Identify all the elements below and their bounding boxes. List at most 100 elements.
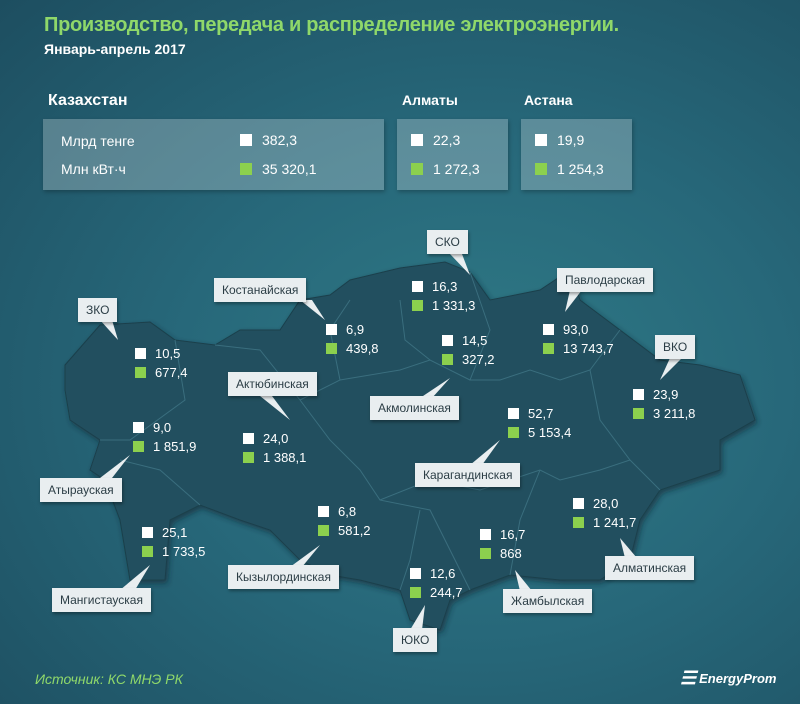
region-values: 12,6 244,7: [410, 564, 463, 602]
money-square: [573, 498, 584, 509]
energy-square: [243, 452, 254, 463]
region-money-value: 14,5: [462, 333, 488, 348]
region-energy-value: 439,8: [346, 341, 379, 356]
region-money-value: 16,7: [500, 527, 526, 542]
money-square: [243, 433, 254, 444]
money-square: [142, 527, 153, 538]
money-square: [135, 348, 146, 359]
region-label: Атырауская: [40, 478, 122, 502]
money-square: [633, 389, 644, 400]
region-values: 14,5 327,2: [442, 331, 495, 369]
kazakhstan-header: Казахстан: [48, 92, 128, 109]
region-energy-value: 13 743,7: [563, 341, 614, 356]
energy-square: [412, 300, 423, 311]
region-energy-value: 5 153,4: [528, 425, 572, 440]
money-square: [133, 422, 144, 433]
energy-square: [318, 525, 329, 536]
region-label: ЮКО: [393, 628, 438, 652]
money-square: [410, 568, 421, 579]
region-label: Жамбылская: [503, 589, 593, 613]
region-money-value: 25,1: [162, 525, 188, 540]
region-values: 10,5 677,4: [135, 344, 188, 382]
region-energy-value: 1 331,3: [432, 298, 476, 313]
region-label: Мангистауская: [52, 588, 151, 612]
almaty-header: Алматы: [402, 92, 458, 108]
almaty-energy-value: 1 272,3: [433, 161, 480, 177]
energy-square: [142, 546, 153, 557]
region-values: 24,0 1 388,1: [243, 429, 306, 467]
region-energy-value: 244,7: [430, 585, 463, 600]
region-energy-value: 868: [500, 546, 522, 561]
region-money-value: 28,0: [593, 496, 619, 511]
energy-square: [543, 343, 554, 354]
energy-square: [135, 367, 146, 378]
region-money-value: 93,0: [563, 322, 589, 337]
region-values: 9,0 1 851,9: [133, 418, 196, 456]
region-label: Карагандинская: [415, 463, 521, 487]
energy-square: [508, 427, 519, 438]
kazakhstan-panel: Млрд тенге Млн кВт·ч 382,3 35 320,1: [43, 119, 384, 190]
region-label: ВКО: [655, 335, 696, 359]
region-money-value: 6,9: [346, 322, 365, 337]
region-energy-value: 327,2: [462, 352, 495, 367]
region-values: 6,9 439,8: [326, 320, 379, 358]
kz-energy-value: 35 320,1: [262, 161, 317, 177]
energyprom-logo: ☰ EnergyProm: [680, 668, 777, 688]
almaty-money-value: 22,3: [433, 132, 461, 148]
energy-square: [326, 343, 337, 354]
region-money-value: 9,0: [153, 420, 172, 435]
region-money-value: 10,5: [155, 346, 181, 361]
money-legend-square: [240, 134, 252, 146]
region-money-value: 52,7: [528, 406, 554, 421]
money-unit-label: Млрд тенге: [61, 133, 135, 149]
region-values: 52,7 5 153,4: [508, 404, 571, 442]
region-energy-value: 1 733,5: [162, 544, 206, 559]
money-square: [412, 281, 423, 292]
region-label: ЗКО: [78, 298, 118, 322]
region-values: 25,1 1 733,5: [142, 523, 205, 561]
astana-panel: 19,9 1 254,3: [521, 119, 632, 190]
region-money-value: 23,9: [653, 387, 679, 402]
region-borders: [100, 271, 661, 591]
energy-square: [410, 587, 421, 598]
astana-energy-value: 1 254,3: [557, 161, 604, 177]
money-square: [508, 408, 519, 419]
energy-square: [480, 548, 491, 559]
region-money-value: 6,8: [338, 504, 357, 519]
region-label: Павлодарская: [557, 268, 653, 292]
money-square: [326, 324, 337, 335]
region-energy-value: 1 241,7: [593, 515, 637, 530]
map-outline: [64, 261, 756, 631]
energy-legend-square: [240, 163, 252, 175]
region-energy-value: 581,2: [338, 523, 371, 538]
region-label: Актюбинская: [228, 372, 317, 396]
energy-square: [442, 354, 453, 365]
astana-header: Астана: [524, 92, 573, 108]
region-money-value: 16,3: [432, 279, 458, 294]
region-money-value: 12,6: [430, 566, 456, 581]
region-label: Акмолинская: [370, 396, 459, 420]
region-values: 28,0 1 241,7: [573, 494, 636, 532]
region-values: 23,9 3 211,8: [633, 385, 695, 423]
energy-unit-label: Млн кВт·ч: [61, 161, 126, 177]
region-label: СКО: [427, 230, 468, 254]
region-energy-value: 3 211,8: [653, 406, 696, 421]
region-label: Костанайская: [214, 278, 307, 302]
region-values: 6,8 581,2: [318, 502, 371, 540]
energy-square: [133, 441, 144, 452]
kz-money-value: 382,3: [262, 132, 298, 148]
logo-icon: ☰: [680, 668, 697, 688]
region-label: Кызылординская: [228, 565, 339, 589]
region-money-value: 24,0: [263, 431, 289, 446]
region-energy-value: 677,4: [155, 365, 188, 380]
money-square: [543, 324, 554, 335]
region-values: 16,7 868: [480, 525, 525, 563]
almaty-panel: 22,3 1 272,3: [397, 119, 508, 190]
region-energy-value: 1 851,9: [153, 439, 197, 454]
region-values: 16,3 1 331,3: [412, 277, 475, 315]
money-square: [318, 506, 329, 517]
region-energy-value: 1 388,1: [263, 450, 307, 465]
astana-money-value: 19,9: [557, 132, 585, 148]
energy-square: [633, 408, 644, 419]
